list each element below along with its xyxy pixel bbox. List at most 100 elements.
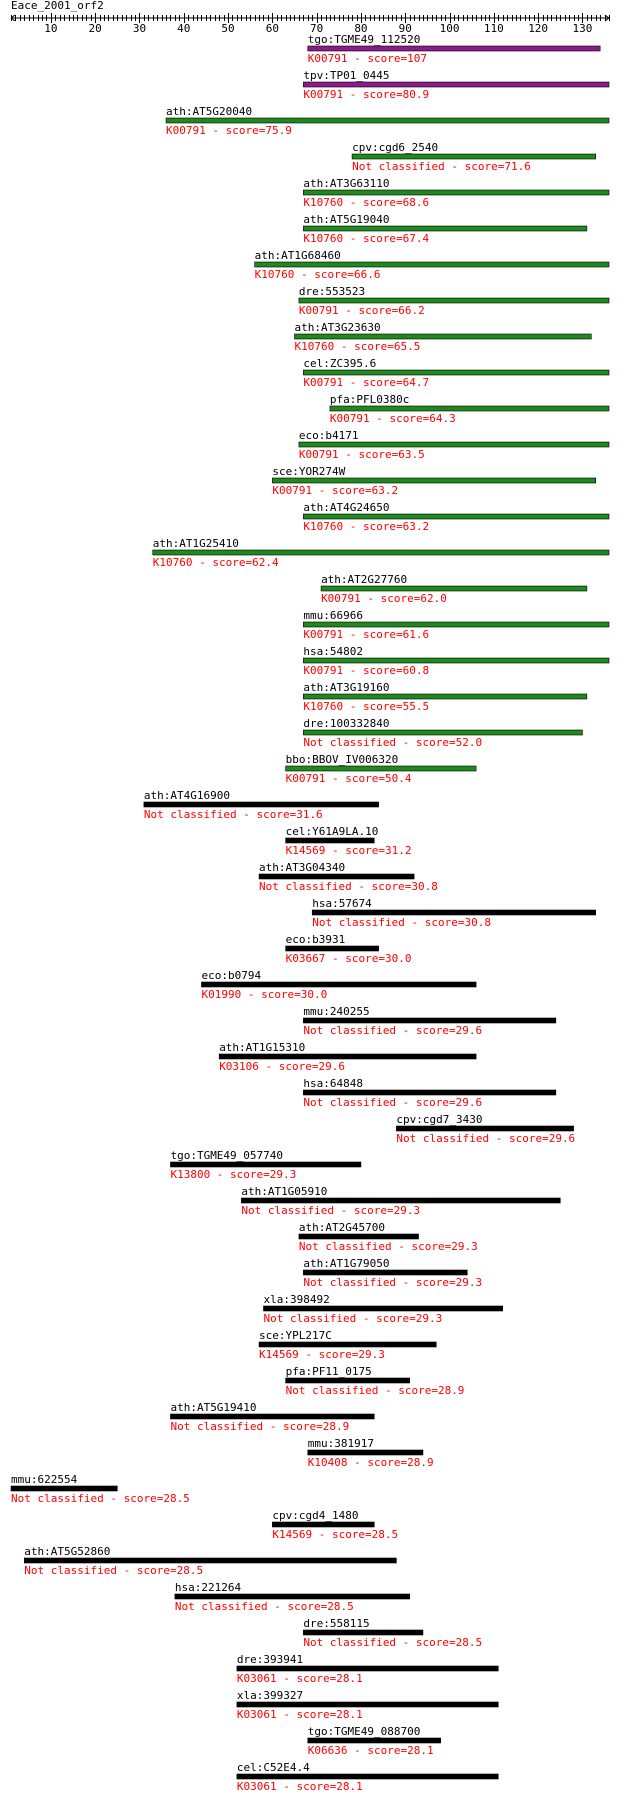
hit-name[interactable]: xla:399327 — [237, 1689, 303, 1702]
hit-score[interactable]: K10760 - score=62.4 — [153, 556, 279, 569]
hit-bar[interactable] — [236, 1773, 499, 1780]
hit-name[interactable]: bbo:BBOV_IV006320 — [286, 753, 399, 766]
hit-score[interactable]: K00791 - score=66.2 — [299, 304, 425, 317]
hit-bar[interactable] — [307, 1737, 441, 1744]
hit-score[interactable]: K10760 - score=63.2 — [303, 520, 429, 533]
hit-name[interactable]: ath:AT5G19040 — [303, 213, 389, 226]
hit-name[interactable]: ath:AT5G19410 — [170, 1401, 256, 1414]
hit-bar[interactable] — [165, 117, 610, 124]
hit-name[interactable]: cel:Y61A9LA.10 — [286, 825, 379, 838]
hit-bar[interactable] — [241, 1197, 561, 1204]
hit-bar[interactable] — [285, 945, 379, 952]
hit-score[interactable]: K10760 - score=67.4 — [303, 232, 429, 245]
hit-row[interactable]: hsa:221264 Not classified - score=28.5 — [174, 1581, 410, 1613]
hit-row[interactable]: ath:AT2G27760 K00791 - score=62.0 — [320, 573, 588, 605]
hit-row[interactable]: ath:AT4G24650 K10760 - score=63.2 — [303, 501, 610, 533]
hit-score[interactable]: Not classified - score=30.8 — [259, 880, 438, 893]
hit-name[interactable]: sce:YPL217C — [259, 1329, 332, 1342]
hit-score[interactable]: K00791 - score=60.8 — [303, 664, 429, 677]
hit-name[interactable]: mmu:622554 — [11, 1473, 78, 1486]
hit-name[interactable]: ath:AT4G24650 — [303, 501, 389, 514]
hit-row[interactable]: ath:AT1G15310 K03106 - score=29.6 — [218, 1041, 477, 1073]
hit-bar[interactable] — [303, 657, 610, 664]
hit-bar[interactable] — [285, 1377, 410, 1384]
hit-name[interactable]: ath:AT2G27760 — [321, 573, 407, 586]
hit-row[interactable]: mmu:622554 Not classified - score=28.5 — [10, 1473, 190, 1505]
hit-name[interactable]: dre:393941 — [237, 1653, 303, 1666]
hit-score[interactable]: Not classified - score=28.5 — [303, 1636, 482, 1649]
hit-row[interactable]: hsa:64848 Not classified - score=29.6 — [303, 1077, 557, 1109]
hit-score[interactable]: K00791 - score=63.2 — [272, 484, 398, 497]
hit-bar[interactable] — [307, 1449, 424, 1456]
hit-name[interactable]: xla:398492 — [263, 1293, 329, 1306]
hit-bar[interactable] — [236, 1701, 499, 1708]
hit-row[interactable]: dre:393941 K03061 - score=28.1 — [236, 1653, 499, 1685]
hit-bar[interactable] — [303, 1269, 468, 1276]
hit-row[interactable]: eco:b0794 K01990 - score=30.0 — [201, 969, 477, 1001]
hit-score[interactable]: K00791 - score=107 — [308, 52, 427, 65]
hit-name[interactable]: dre:558115 — [303, 1617, 369, 1630]
hit-bar[interactable] — [303, 513, 610, 520]
hit-row[interactable]: pfa:PFL0380c K00791 - score=64.3 — [329, 393, 610, 425]
hit-row[interactable]: eco:b3931 K03667 - score=30.0 — [285, 933, 412, 965]
hit-row[interactable]: xla:398492 Not classified - score=29.3 — [263, 1293, 503, 1325]
hit-row[interactable]: ath:AT1G05910 Not classified - score=29.3 — [241, 1185, 561, 1217]
hit-bar[interactable] — [285, 765, 477, 772]
hit-score[interactable]: Not classified - score=28.5 — [24, 1564, 203, 1577]
hit-name[interactable]: hsa:57674 — [312, 897, 372, 910]
hit-score[interactable]: K00791 - score=64.3 — [330, 412, 456, 425]
hit-row[interactable]: mmu:240255 Not classified - score=29.6 — [303, 1005, 557, 1037]
hit-bar[interactable] — [320, 585, 588, 592]
hit-row[interactable]: ath:AT3G19160 K10760 - score=55.5 — [303, 681, 588, 713]
hit-row[interactable]: ath:AT5G19410 Not classified - score=28.9 — [170, 1401, 375, 1433]
hit-bar[interactable] — [303, 369, 610, 376]
hit-row[interactable]: ath:AT5G19040 K10760 - score=67.4 — [303, 213, 588, 245]
hit-score[interactable]: K00791 - score=62.0 — [321, 592, 447, 605]
hit-bar[interactable] — [263, 1305, 503, 1312]
hit-bar[interactable] — [351, 153, 597, 160]
hit-row[interactable]: ath:AT3G63110 K10760 - score=68.6 — [303, 177, 610, 209]
hit-bar[interactable] — [298, 441, 610, 448]
hit-name[interactable]: pfa:PF11_0175 — [286, 1365, 372, 1378]
hit-name[interactable]: eco:b0794 — [201, 969, 261, 982]
hit-bar[interactable] — [174, 1593, 410, 1600]
hit-bar[interactable] — [298, 297, 610, 304]
hit-row[interactable]: ath:AT5G52860 Not classified - score=28.5 — [23, 1545, 397, 1577]
hit-bar[interactable] — [285, 837, 375, 844]
hit-name[interactable]: mmu:381917 — [308, 1437, 374, 1450]
hit-row[interactable]: ath:AT1G25410 K10760 - score=62.4 — [152, 537, 610, 569]
hit-score[interactable]: Not classified - score=52.0 — [303, 736, 482, 749]
hit-row[interactable]: bbo:BBOV_IV006320 K00791 - score=50.4 — [285, 753, 477, 785]
hit-bar[interactable] — [10, 1485, 118, 1492]
hit-name[interactable]: mmu:240255 — [303, 1005, 369, 1018]
hit-name[interactable]: tgo:TGME49_088700 — [308, 1725, 421, 1738]
hit-name[interactable]: tgo:TGME49_057740 — [170, 1149, 283, 1162]
hit-score[interactable]: Not classified - score=29.3 — [303, 1276, 482, 1289]
hit-row[interactable]: cpv:cgd7_3430 Not classified - score=29.6 — [396, 1113, 575, 1145]
hit-bar[interactable] — [298, 1233, 419, 1240]
hit-bar[interactable] — [258, 873, 415, 880]
hit-row[interactable]: cel:ZC395.6 K00791 - score=64.7 — [303, 357, 610, 389]
hit-bar[interactable] — [307, 45, 601, 52]
hit-score[interactable]: K03061 - score=28.1 — [237, 1708, 363, 1721]
hit-name[interactable]: hsa:54802 — [303, 645, 363, 658]
hit-row[interactable]: mmu:381917 K10408 - score=28.9 — [307, 1437, 434, 1469]
hit-bar[interactable] — [303, 81, 610, 88]
hit-name[interactable]: tgo:TGME49_112520 — [308, 33, 421, 46]
hit-bar[interactable] — [303, 693, 588, 700]
hit-name[interactable]: pfa:PFL0380c — [330, 393, 409, 406]
hit-name[interactable]: ath:AT4G16900 — [144, 789, 230, 802]
hit-score[interactable]: Not classified - score=29.6 — [396, 1132, 575, 1145]
hit-bar[interactable] — [303, 1089, 557, 1096]
hit-score[interactable]: K14569 - score=29.3 — [259, 1348, 385, 1361]
hit-name[interactable]: ath:AT3G04340 — [259, 861, 345, 874]
hit-bar[interactable] — [303, 621, 610, 628]
hit-name[interactable]: hsa:221264 — [175, 1581, 242, 1594]
hit-bar[interactable] — [311, 909, 597, 916]
hit-name[interactable]: cel:C52E4.4 — [237, 1761, 310, 1774]
hit-name[interactable]: mmu:66966 — [303, 609, 363, 622]
hit-name[interactable]: sce:YOR274W — [272, 465, 345, 478]
hit-name[interactable]: eco:b3931 — [286, 933, 346, 946]
hit-name[interactable]: tpv:TP01_0445 — [303, 69, 389, 82]
hit-score[interactable]: Not classified - score=31.6 — [144, 808, 323, 821]
